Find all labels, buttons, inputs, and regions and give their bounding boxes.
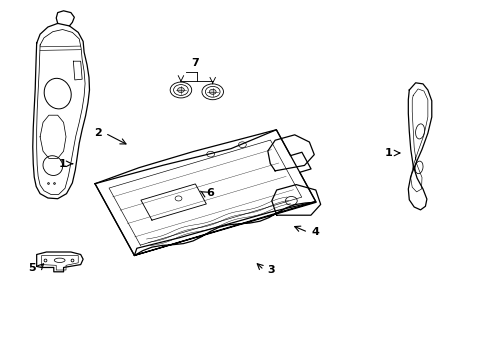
Text: 7: 7 [191, 58, 199, 68]
Text: 6: 6 [206, 188, 214, 198]
Text: 2: 2 [94, 128, 102, 138]
Text: 4: 4 [311, 227, 319, 237]
Circle shape [177, 87, 184, 93]
Text: 5: 5 [28, 263, 36, 273]
Text: 3: 3 [267, 265, 275, 275]
Text: 1: 1 [384, 148, 392, 158]
Circle shape [209, 89, 216, 94]
Text: 1: 1 [59, 159, 66, 169]
